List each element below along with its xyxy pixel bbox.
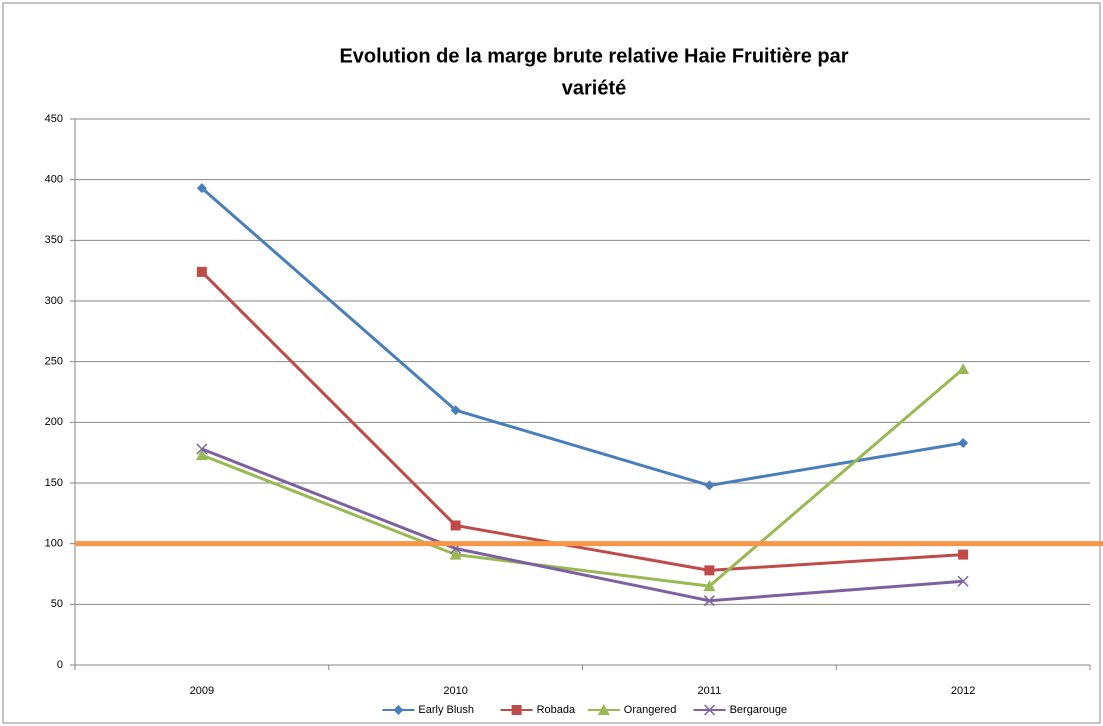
series-line bbox=[201, 367, 965, 588]
legend-label: Early Blush bbox=[418, 704, 474, 716]
y-tick-label: 50 bbox=[51, 598, 63, 610]
y-tick-label: 300 bbox=[45, 295, 63, 307]
y-tick-label: 400 bbox=[45, 174, 63, 186]
y-tick-label: 150 bbox=[45, 477, 63, 489]
chart-title: variété bbox=[562, 77, 627, 99]
y-tick-label: 350 bbox=[45, 234, 63, 246]
marker bbox=[449, 548, 462, 560]
x-tick-label: 2012 bbox=[951, 685, 975, 697]
y-tick-label: 250 bbox=[45, 356, 63, 368]
marker bbox=[957, 575, 969, 587]
legend-label: Orangered bbox=[624, 704, 677, 716]
marker bbox=[958, 549, 969, 560]
marker bbox=[450, 405, 461, 416]
marker bbox=[393, 705, 404, 715]
series-line bbox=[201, 447, 964, 603]
marker bbox=[704, 565, 715, 576]
x-tick-label: 2010 bbox=[443, 685, 467, 697]
x-tick-label: 2009 bbox=[190, 685, 214, 697]
marker bbox=[957, 362, 970, 374]
marker bbox=[704, 704, 716, 716]
y-tick-label: 450 bbox=[45, 113, 63, 125]
marker bbox=[703, 580, 716, 592]
marker bbox=[195, 449, 208, 461]
chart-title: Evolution de la marge brute relative Hai… bbox=[339, 45, 848, 67]
series-line bbox=[200, 187, 964, 487]
marker bbox=[196, 266, 207, 277]
marker bbox=[450, 520, 461, 531]
legend-label: Bergarouge bbox=[730, 704, 788, 716]
marker bbox=[704, 480, 715, 491]
marker bbox=[703, 595, 715, 607]
y-tick-label: 200 bbox=[45, 416, 63, 428]
marker bbox=[196, 443, 208, 455]
y-tick-label: 0 bbox=[57, 659, 63, 671]
series-line bbox=[200, 270, 964, 572]
marker bbox=[597, 704, 610, 715]
y-tick-label: 100 bbox=[45, 538, 63, 550]
marker bbox=[196, 183, 207, 194]
marker bbox=[958, 437, 969, 448]
legend-label: Robada bbox=[537, 704, 576, 716]
marker bbox=[511, 705, 522, 715]
x-tick-label: 2011 bbox=[698, 685, 722, 697]
